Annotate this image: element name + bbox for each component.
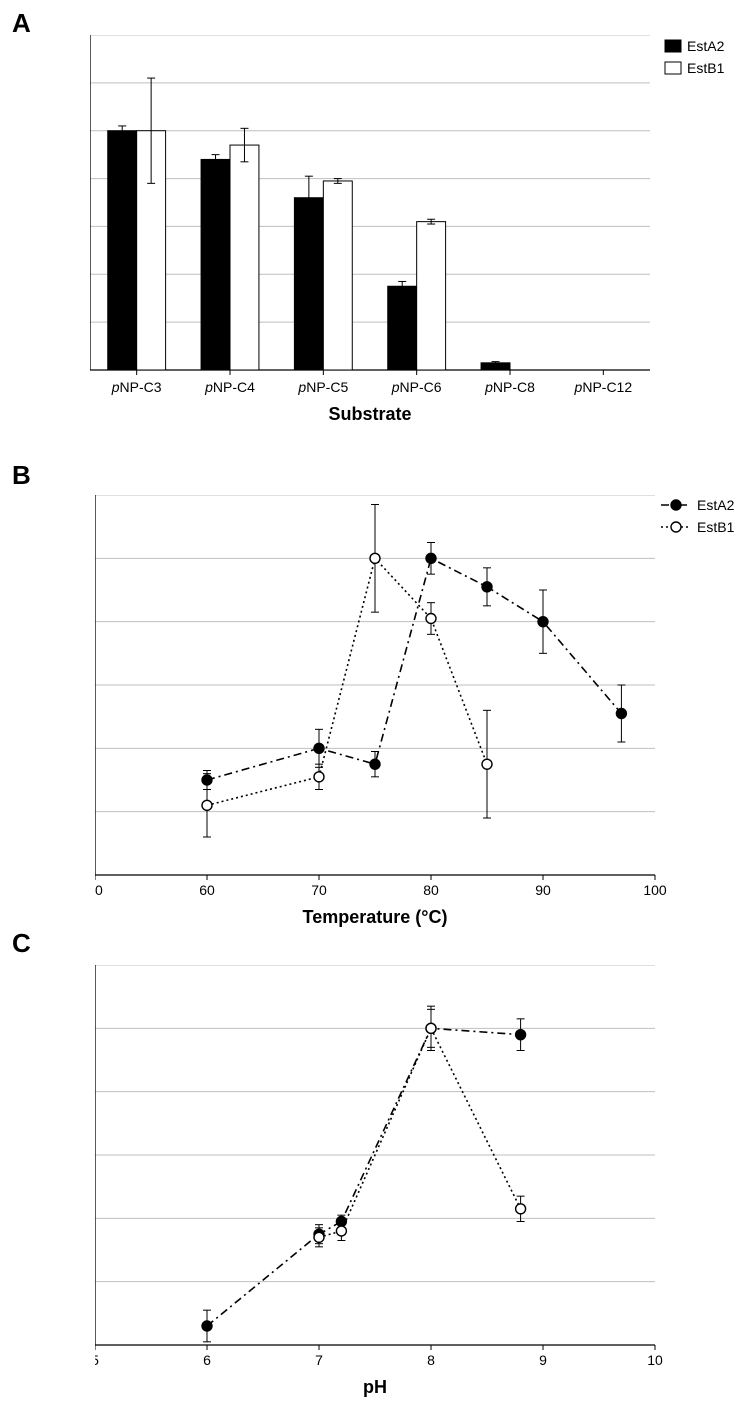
svg-text:pNP-C6: pNP-C6 (391, 379, 442, 395)
svg-text:pNP-C8: pNP-C8 (484, 379, 535, 395)
svg-text:5: 5 (95, 1352, 99, 1368)
panel-c-chart: 0204060801001205678910pHRelative activit… (95, 965, 756, 1415)
svg-text:100: 100 (643, 882, 667, 898)
svg-text:6: 6 (203, 1352, 211, 1368)
panel-b-label: B (12, 460, 31, 491)
svg-text:Temperature (°C): Temperature (°C) (303, 907, 448, 927)
svg-text:pH: pH (363, 1377, 387, 1397)
svg-text:10: 10 (647, 1352, 663, 1368)
svg-text:7: 7 (315, 1352, 323, 1368)
svg-text:9: 9 (539, 1352, 547, 1368)
figure: A B C 020406080100120140pNP-C3pNP-C4pNP-… (0, 0, 756, 1424)
svg-text:pNP-C3: pNP-C3 (111, 379, 162, 395)
svg-text:pNP-C4: pNP-C4 (204, 379, 255, 395)
svg-text:pNP-C5: pNP-C5 (297, 379, 348, 395)
svg-text:8: 8 (427, 1352, 435, 1368)
svg-text:Substrate: Substrate (328, 404, 411, 424)
panel-c-label: C (12, 928, 31, 959)
svg-text:EstB1: EstB1 (687, 60, 725, 76)
panel-a-label: A (12, 8, 31, 39)
panel-b-chart: 0204060801001205060708090100Temperature … (95, 495, 756, 945)
svg-text:50: 50 (95, 882, 103, 898)
svg-text:EstB1: EstB1 (697, 519, 735, 535)
svg-text:90: 90 (535, 882, 551, 898)
svg-text:60: 60 (199, 882, 215, 898)
svg-text:80: 80 (423, 882, 439, 898)
panel-a-chart: 020406080100120140pNP-C3pNP-C4pNP-C5pNP-… (90, 35, 756, 440)
svg-text:70: 70 (311, 882, 327, 898)
svg-text:pNP-C12: pNP-C12 (574, 379, 633, 395)
svg-text:EstA2: EstA2 (697, 497, 735, 513)
svg-text:EstA2: EstA2 (687, 38, 725, 54)
